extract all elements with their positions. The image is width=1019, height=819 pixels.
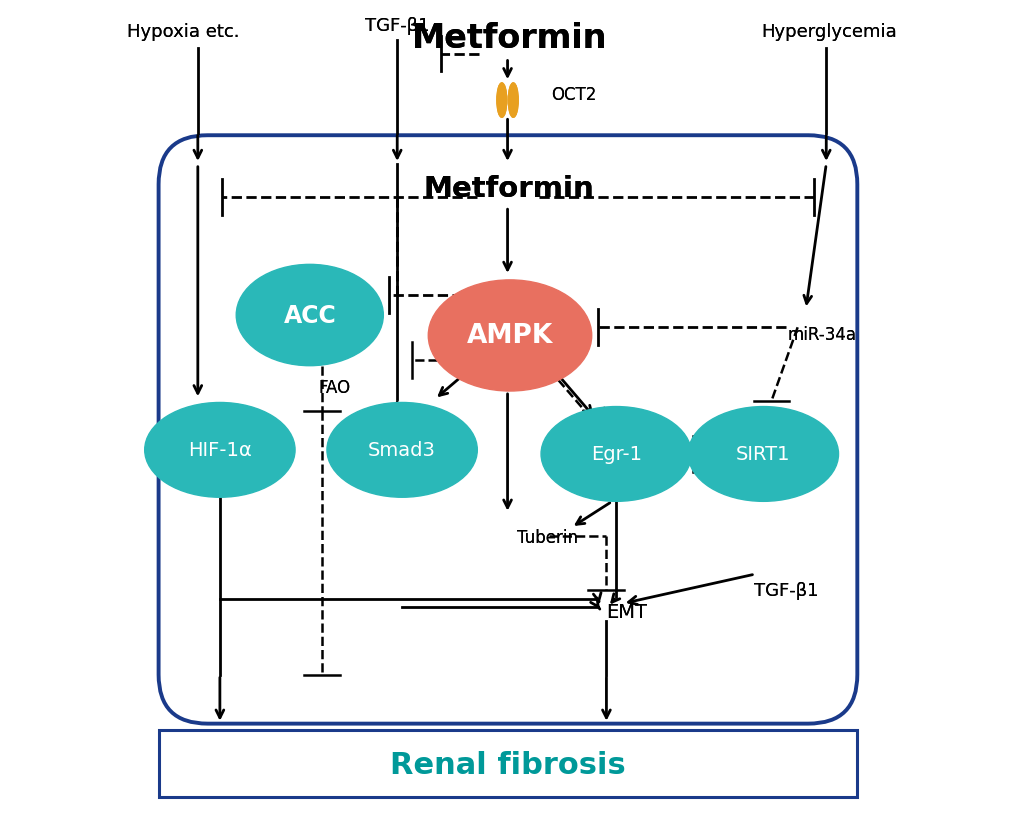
Ellipse shape xyxy=(496,84,506,118)
Text: TGF-β1: TGF-β1 xyxy=(365,17,429,35)
Ellipse shape xyxy=(688,407,838,502)
Text: Tuberin: Tuberin xyxy=(516,528,577,546)
Text: FAO: FAO xyxy=(318,378,350,396)
Text: EMT: EMT xyxy=(606,603,647,622)
Text: Metformin: Metformin xyxy=(412,21,607,55)
Ellipse shape xyxy=(145,403,294,498)
Text: Metformin: Metformin xyxy=(412,21,607,55)
Text: Smad3: Smad3 xyxy=(368,441,436,459)
Text: AMPK: AMPK xyxy=(467,323,552,349)
Text: Hypoxia etc.: Hypoxia etc. xyxy=(126,24,239,42)
Text: OCT2: OCT2 xyxy=(550,86,596,104)
Ellipse shape xyxy=(540,407,691,502)
Text: ACC: ACC xyxy=(283,304,336,328)
Ellipse shape xyxy=(327,403,477,498)
FancyBboxPatch shape xyxy=(158,136,857,724)
Text: TGF-β1: TGF-β1 xyxy=(753,581,817,600)
Ellipse shape xyxy=(507,84,518,118)
Text: miR-34a: miR-34a xyxy=(787,325,856,343)
Ellipse shape xyxy=(236,265,383,366)
Text: Hyperglycemia: Hyperglycemia xyxy=(760,24,896,42)
Text: FAO: FAO xyxy=(318,378,350,396)
Ellipse shape xyxy=(428,281,591,391)
Text: HIF-1α: HIF-1α xyxy=(187,441,252,459)
Text: Tuberin: Tuberin xyxy=(516,528,577,546)
Text: Hypoxia etc.: Hypoxia etc. xyxy=(126,24,239,42)
Text: TGF-β1: TGF-β1 xyxy=(365,17,429,35)
Text: EMT: EMT xyxy=(606,603,647,622)
Ellipse shape xyxy=(496,84,506,118)
Text: SIRT1: SIRT1 xyxy=(736,445,790,464)
Ellipse shape xyxy=(507,84,518,118)
Text: Hyperglycemia: Hyperglycemia xyxy=(760,24,896,42)
Text: Egr-1: Egr-1 xyxy=(590,445,641,464)
FancyBboxPatch shape xyxy=(158,731,857,797)
Text: miR-34a: miR-34a xyxy=(787,325,856,343)
Text: Metformin: Metformin xyxy=(423,175,593,203)
Text: OCT2: OCT2 xyxy=(550,86,596,104)
Text: Metformin: Metformin xyxy=(423,175,593,203)
Text: Renal fibrosis: Renal fibrosis xyxy=(390,750,626,779)
Text: TGF-β1: TGF-β1 xyxy=(753,581,817,600)
